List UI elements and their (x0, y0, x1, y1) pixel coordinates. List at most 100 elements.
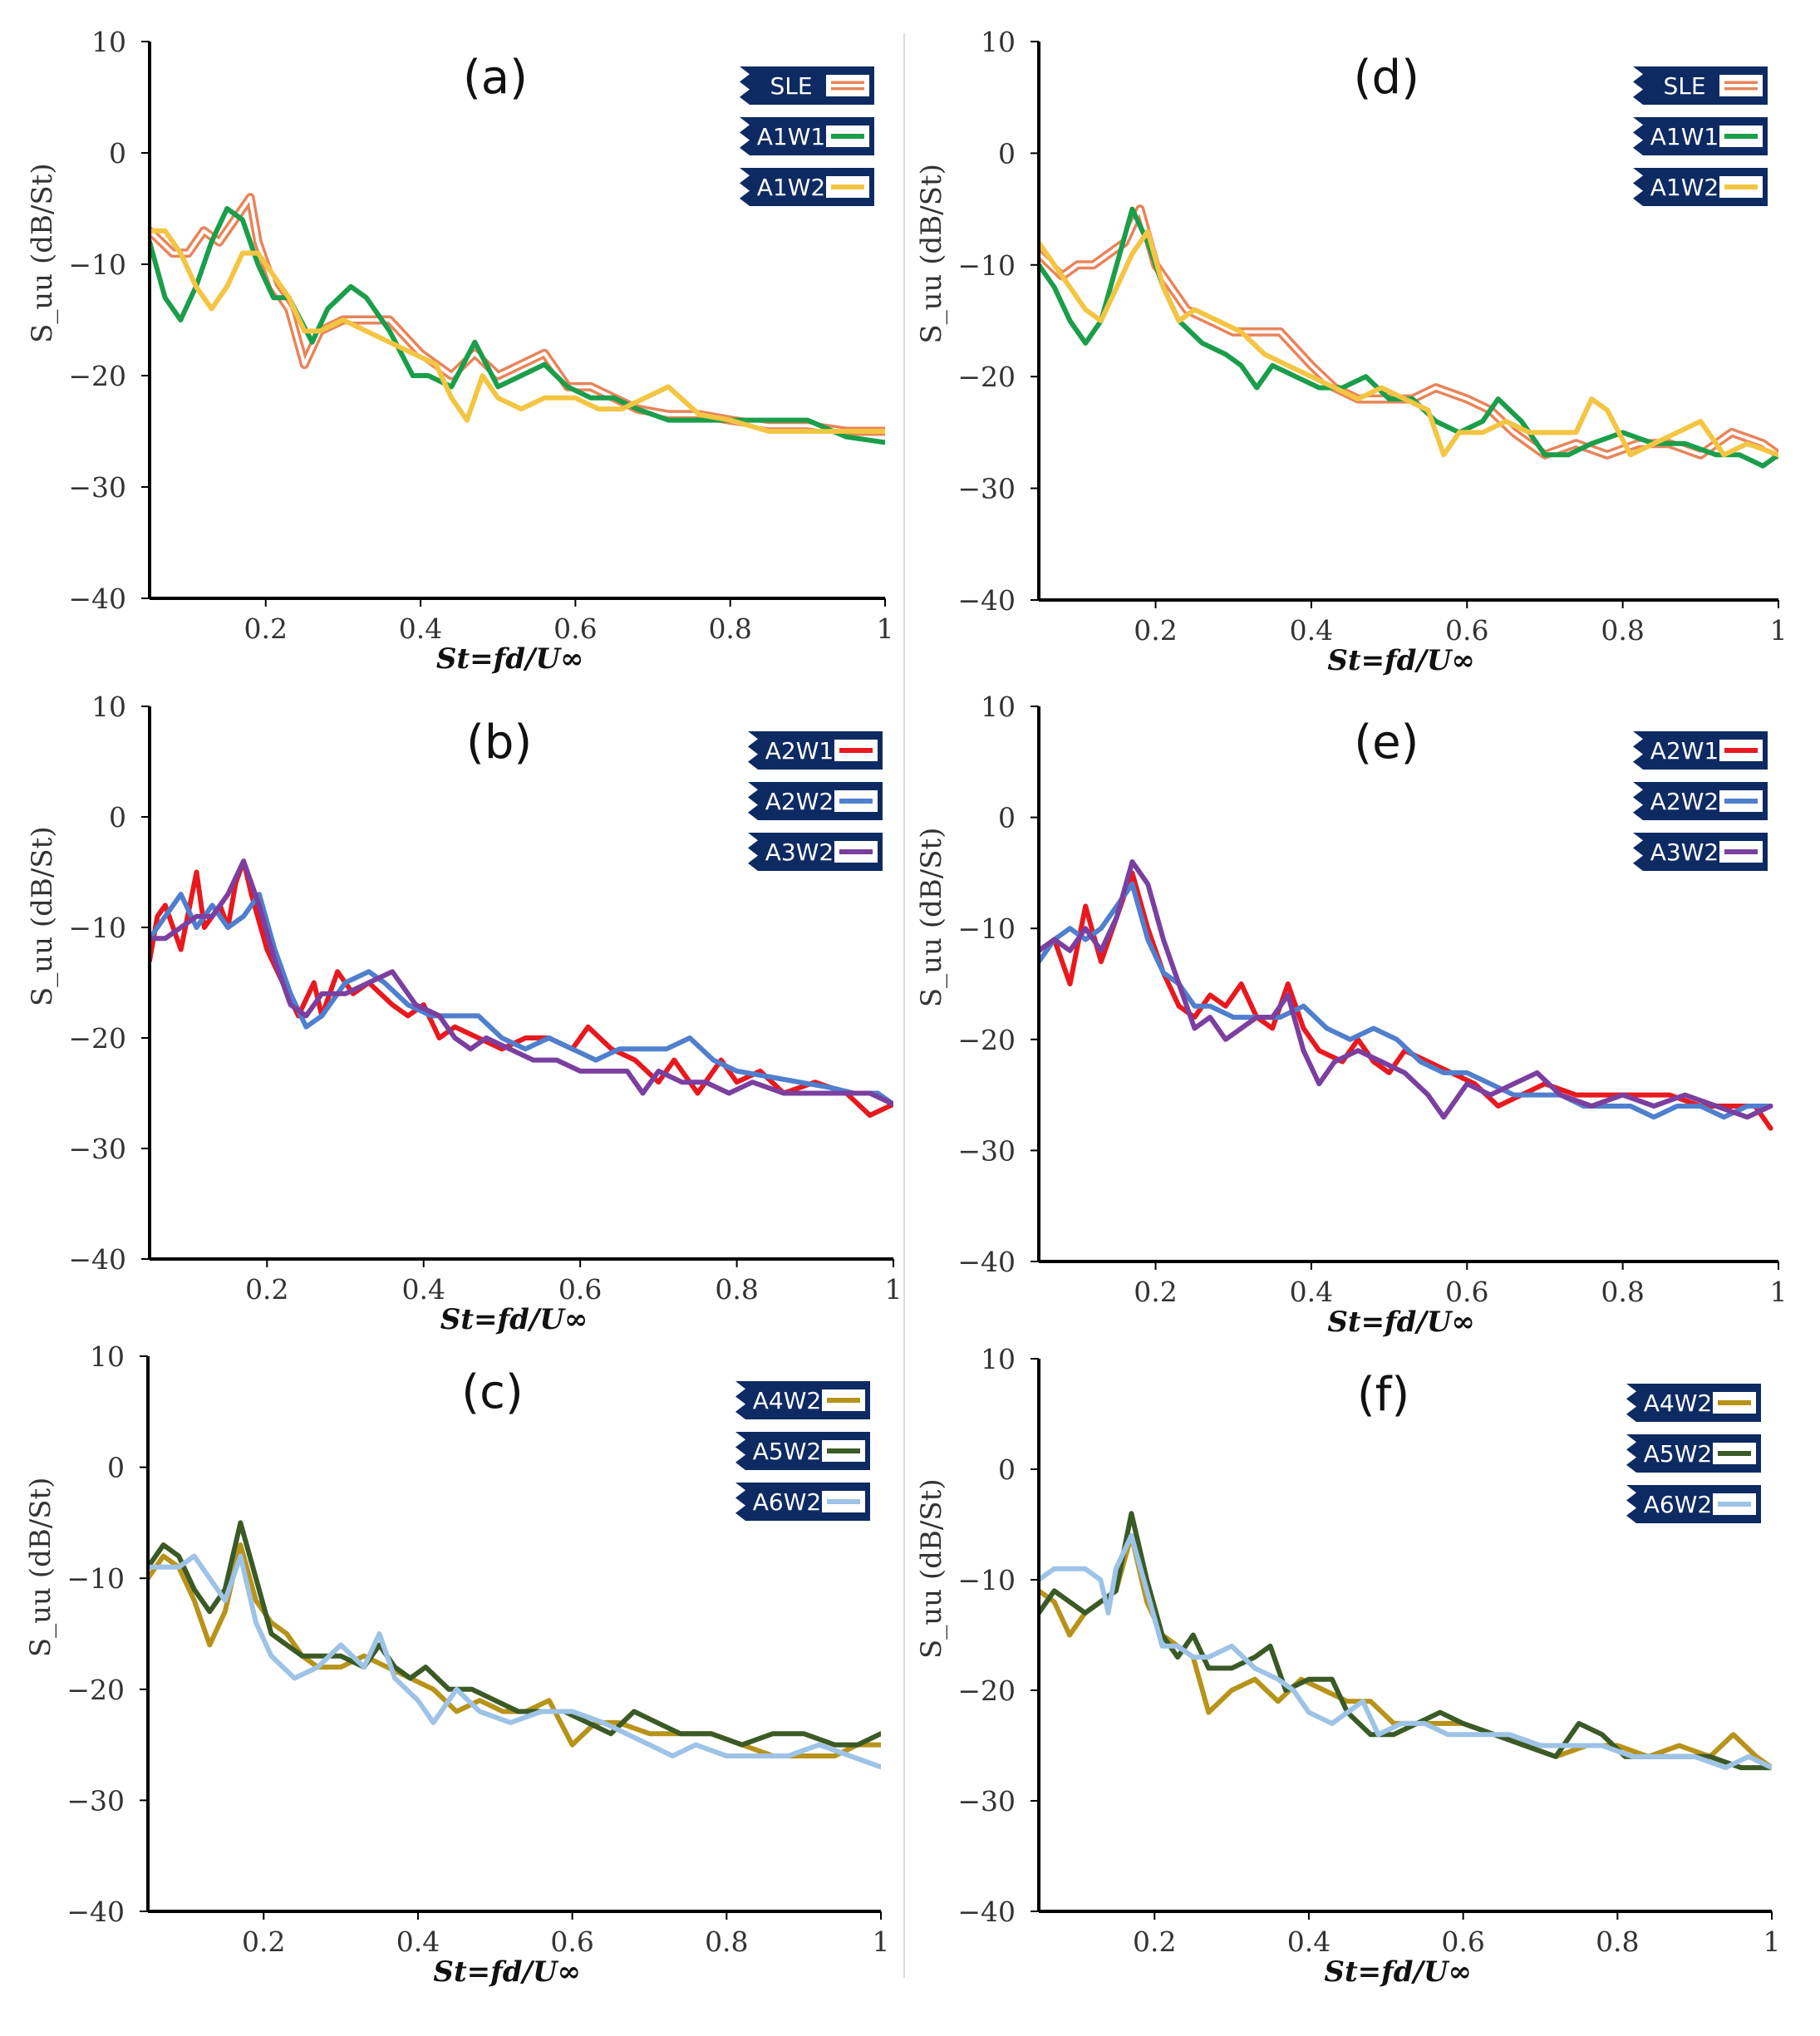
x-tick-label: 0.6 (1441, 1925, 1484, 1958)
panel-e: 10 0 −10 −20 −30 −40 0.2 0.4 0.6 0.8 1 St=fd/U∞ S_uu… (915, 691, 1788, 1339)
panel-f: 10 0 −10 −20 −30 −40 0.2 0.4 0.6 0.8 1 St=fd/U∞ S_uu… (915, 1343, 1781, 1989)
y-tick-label: −20 (68, 360, 126, 392)
x-tick-label: 0.4 (1290, 614, 1333, 647)
y-tick-label: −10 (957, 249, 1016, 282)
y-tick-label: −40 (68, 583, 126, 615)
y-tick-label: −40 (957, 1896, 1016, 1928)
x-tick-label: 0.6 (558, 1273, 602, 1306)
y-tick-label: 10 (981, 691, 1016, 723)
x-tick-label: 0.8 (1601, 614, 1644, 647)
series-line-sle (150, 193, 885, 436)
x-tick-label: 1 (1770, 614, 1788, 647)
legend-label-a2w1: A2W1 (765, 737, 834, 765)
legend-label-a4w2: A4W2 (1644, 1389, 1712, 1417)
y-axis-label: S_uu (dB/St) (915, 828, 948, 1008)
y-tick-label: −30 (66, 1784, 125, 1817)
legend: A2W1 A2W2 A3W2 (748, 731, 883, 871)
y-axis-label: S_uu (dB/St) (24, 1478, 57, 1658)
x-tick-label: 0.8 (1596, 1925, 1639, 1958)
y-tick-label: −10 (68, 248, 126, 281)
series-line-a2w1 (1039, 870, 1773, 1131)
series-line-a1w1 (1039, 206, 1778, 469)
x-tick-label: 0.6 (1445, 614, 1488, 647)
y-tick-label: −10 (68, 912, 126, 944)
y-tick-label: 0 (998, 802, 1016, 834)
legend-label-a1w2: A1W2 (757, 174, 825, 201)
y-tick-label: −40 (66, 1896, 125, 1928)
x-tick-label: 0.8 (715, 1273, 758, 1306)
x-tick-label: 0.2 (1133, 1925, 1176, 1958)
y-tick-label: −20 (68, 1022, 126, 1055)
x-axis-label: St=fd/U∞ (433, 1955, 581, 1989)
x-tick-label: 0.4 (1287, 1925, 1331, 1958)
panel-b: 10 0 −10 −20 −30 −40 0.2 0.4 0.6 0.8 1 St=fd/U∞ S_uu… (26, 691, 903, 1336)
series-line-a2w2 (1039, 881, 1773, 1120)
x-tick-label: 0.6 (550, 1925, 593, 1958)
series-line-a2w2 (150, 892, 893, 1107)
panel-label: (c) (461, 1365, 523, 1419)
y-tick-label: 0 (998, 137, 1016, 170)
panel-label: (d) (1354, 51, 1419, 105)
x-tick-label: 1 (1770, 1276, 1788, 1308)
legend-label-a3w2: A3W2 (1650, 838, 1719, 866)
x-tick-label: 1 (885, 1273, 903, 1306)
legend-label-a1w1: A1W1 (1650, 123, 1719, 150)
y-axis-label: S_uu (dB/St) (26, 163, 59, 343)
legend-label-a2w2: A2W2 (765, 788, 834, 815)
y-tick-label: −30 (957, 1134, 1016, 1167)
x-tick-label: 0.2 (242, 1925, 285, 1958)
y-axis-label: S_uu (dB/St) (915, 1478, 948, 1659)
series-line-a3w2 (1039, 859, 1773, 1120)
x-tick-label: 0.4 (396, 1925, 440, 1958)
y-axis-label: S_uu (dB/St) (915, 164, 948, 344)
x-tick-label: 0.4 (399, 612, 442, 645)
x-tick-label: 1 (1763, 1925, 1781, 1958)
legend: A4W2 A5W2 A6W2 (1626, 1384, 1761, 1523)
x-tick-label: 0.2 (243, 612, 287, 645)
legend: SLE A1W1 A1W2 (1633, 66, 1768, 206)
series-line-a1w1 (150, 206, 885, 445)
legend-label-a1w1: A1W1 (757, 123, 825, 150)
x-tick-label: 0.4 (1290, 1276, 1333, 1308)
y-tick-label: −20 (957, 1024, 1016, 1056)
y-tick-label: 0 (998, 1453, 1016, 1486)
y-tick-label: −30 (68, 1133, 126, 1165)
x-axis-label: St=fd/U∞ (1327, 644, 1475, 677)
y-tick-label: 10 (981, 1343, 1016, 1375)
y-tick-label: −10 (957, 912, 1016, 945)
x-tick-label: 1 (873, 1925, 890, 1958)
legend-label-a2w2: A2W2 (1650, 788, 1719, 815)
panel-a: 10 0 −10 −20 −30 −40 0.2 0.4 0.6 0.8 1 St=fd/U∞ S_uu… (26, 26, 894, 676)
series-line-a1w2 (150, 228, 885, 434)
x-tick-label: 0.4 (401, 1273, 445, 1306)
legend-label-sle: SLE (1663, 72, 1705, 100)
y-tick-label: −30 (68, 471, 126, 504)
series-line-a5w2 (1039, 1511, 1772, 1771)
legend: A4W2 A5W2 A6W2 (735, 1381, 870, 1521)
series-line-a1w2 (1039, 229, 1778, 458)
series-line-a4w2 (1039, 1532, 1772, 1771)
x-axis-label: St=fd/U∞ (436, 642, 584, 676)
y-tick-label: 0 (109, 137, 126, 170)
x-tick-label: 0.8 (1601, 1276, 1644, 1308)
x-tick-label: 0.6 (1445, 1276, 1488, 1308)
x-axis-label: St=fd/U∞ (1324, 1955, 1472, 1989)
series-line-a5w2 (148, 1520, 881, 1748)
y-tick-label: 0 (107, 1452, 125, 1484)
y-tick-label: 10 (91, 26, 126, 58)
y-tick-label: −20 (957, 361, 1016, 393)
series-line-a6w2 (1039, 1532, 1772, 1771)
legend-label-a5w2: A5W2 (1644, 1440, 1712, 1468)
y-tick-label: −20 (66, 1674, 125, 1706)
x-tick-label: 0.8 (705, 1925, 748, 1958)
legend: SLE A1W1 A1W2 (740, 66, 874, 206)
y-tick-label: −40 (957, 584, 1016, 617)
series-line-a6w2 (148, 1553, 881, 1770)
panel-label: (e) (1354, 716, 1419, 770)
y-tick-label: −20 (957, 1675, 1016, 1707)
y-tick-label: −30 (957, 473, 1016, 505)
panel-d: 10 0 −10 −20 −30 −40 0.2 0.4 0.6 0.8 1 St=fd/U∞ S_uu… (915, 26, 1788, 677)
legend-label-a4w2: A4W2 (753, 1387, 821, 1414)
y-tick-label: −40 (957, 1246, 1016, 1278)
